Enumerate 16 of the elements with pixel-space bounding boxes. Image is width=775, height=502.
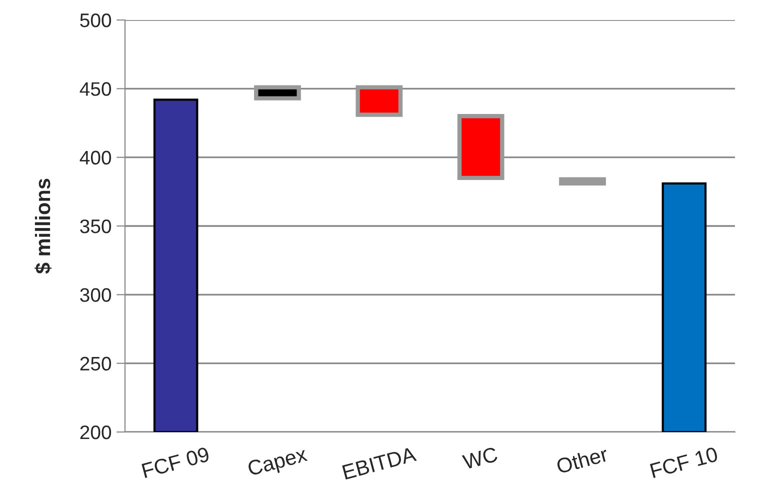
y-tick-label: 250 (80, 356, 112, 371)
y-tick-label: 400 (80, 150, 112, 165)
bar (153, 98, 198, 432)
x-tick-label: Other (556, 446, 609, 474)
x-tick-label: FCF 10 (650, 446, 718, 478)
x-tick-label: EBITDA (342, 446, 417, 480)
bar (662, 182, 707, 432)
x-tick-label: FCF 09 (142, 446, 210, 478)
y-tick-label: 500 (80, 13, 112, 28)
x-tick-label: WC (462, 446, 498, 470)
y-tick-label: 350 (80, 219, 112, 234)
x-tick-label: Capex (247, 446, 309, 480)
y-axis-title: $ millions (34, 178, 52, 274)
y-tick-label: 300 (80, 288, 112, 302)
y-tick-label: 200 (80, 425, 112, 440)
y-tick-label: 450 (80, 82, 112, 96)
